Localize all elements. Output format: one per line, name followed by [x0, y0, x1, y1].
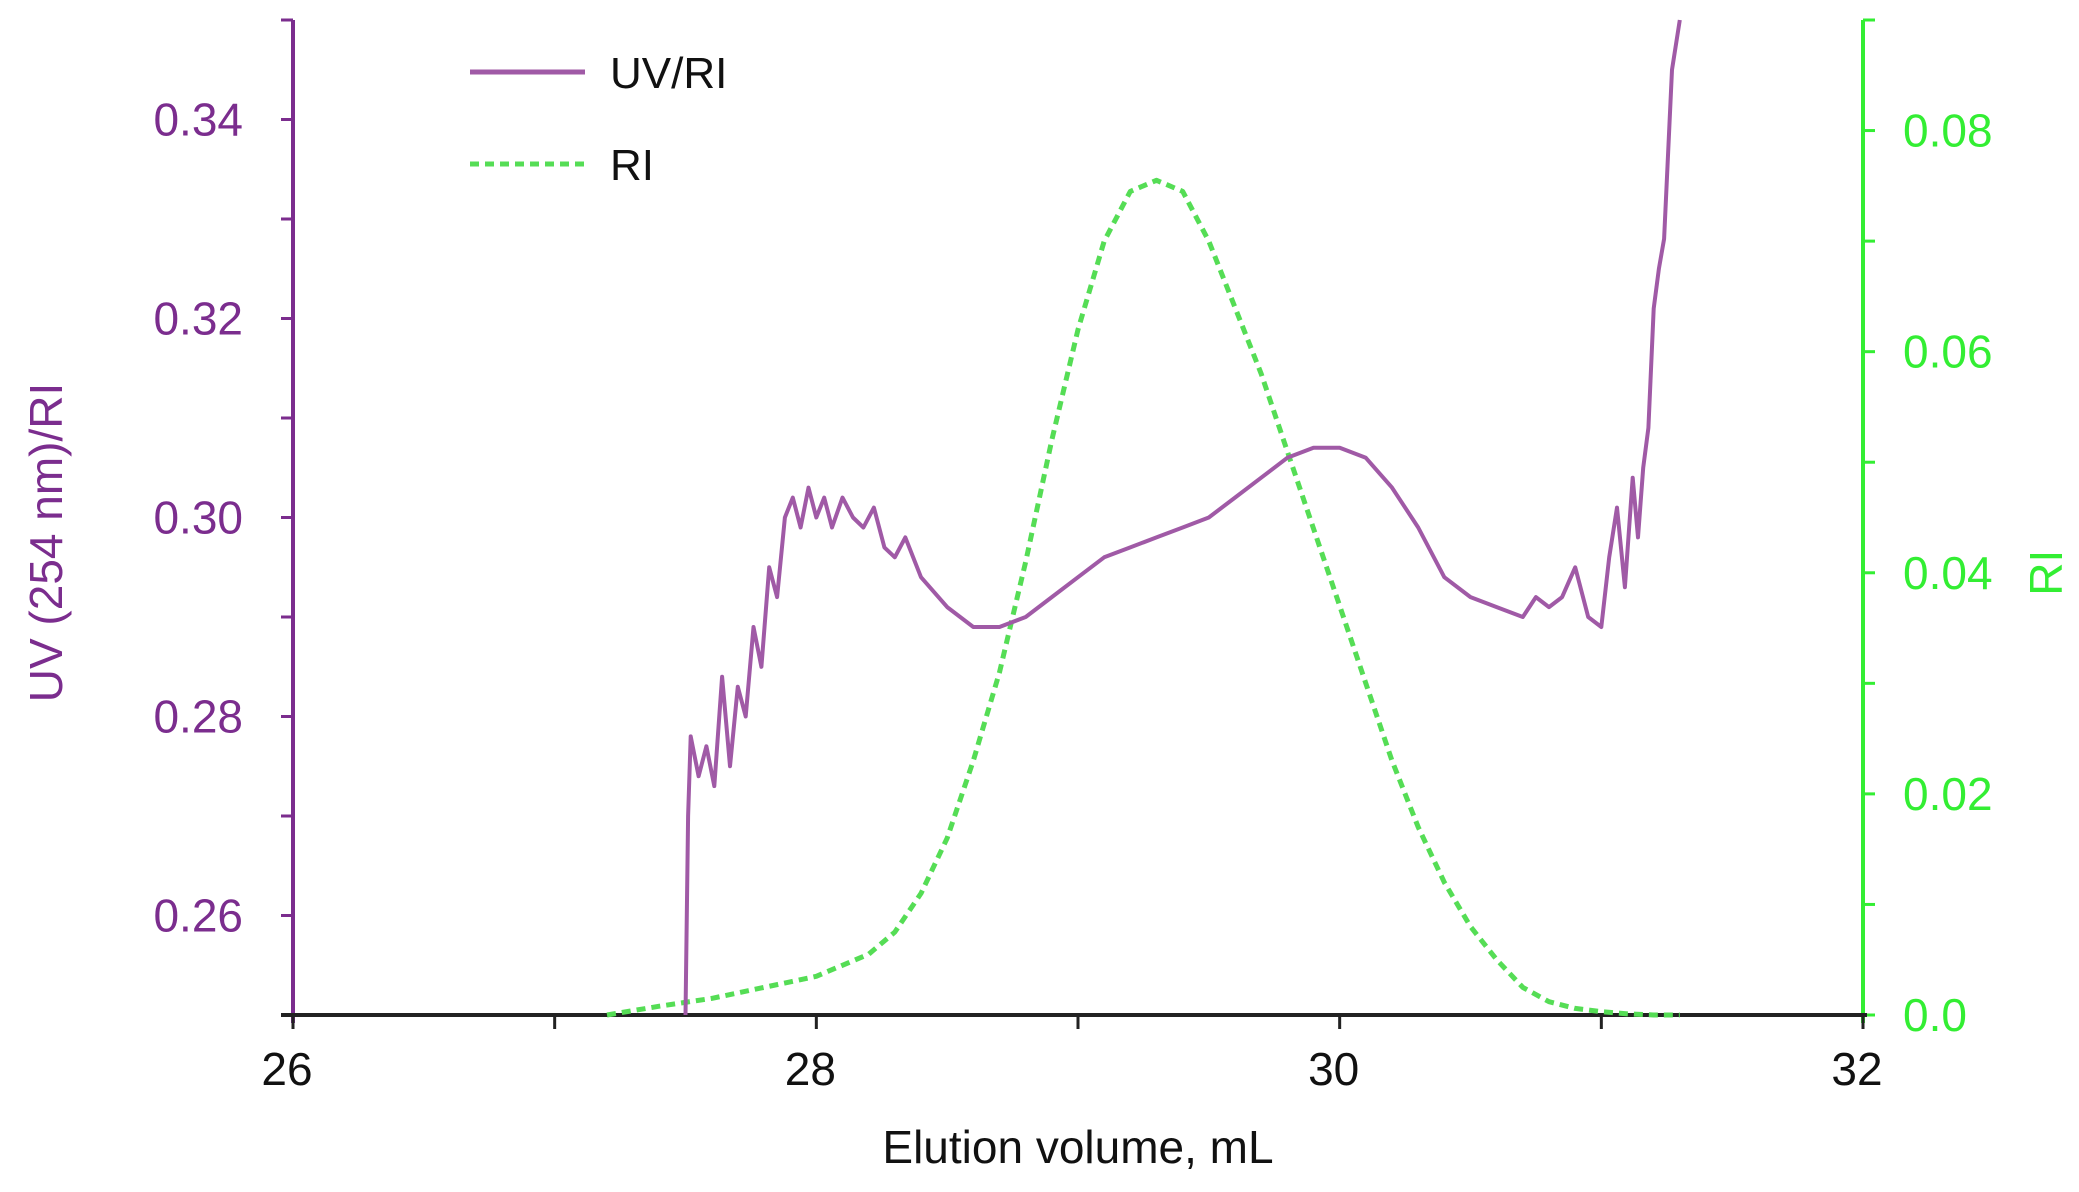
x-axis-tick-label-1: 28 [785, 1043, 836, 1095]
x-axis-tick-label-0: 26 [261, 1043, 312, 1095]
legend-ri-label: RI [610, 141, 654, 190]
series-layer [606, 19, 1682, 1018]
right-axis-tick-label-1: 0.02 [1903, 768, 1993, 820]
legend: UV/RI RI [470, 49, 727, 190]
left-axis-tick-label-1: 0.28 [153, 691, 243, 743]
right-axis-tick-label-3: 0.06 [1903, 326, 1993, 378]
right-axis-tick-label-2: 0.04 [1903, 547, 1993, 599]
uv-ri-series-line [683, 19, 1682, 1016]
legend-uv-ri-label: UV/RI [610, 49, 727, 98]
right-axis-tick-label-0: 0.0 [1903, 989, 1967, 1041]
left-axis-tick-label-2: 0.30 [153, 492, 243, 544]
right-y-axis-title: RI [2020, 550, 2072, 596]
x-axis-tick-label-2: 30 [1308, 1043, 1359, 1095]
ri-series-line [606, 177, 1680, 1018]
left-axis-tick-label-3: 0.32 [153, 293, 243, 345]
left-axis-tick-label-0: 0.26 [153, 890, 243, 942]
right-y-axis: 0.0 0.02 0.04 0.06 0.08 [1861, 18, 1993, 1041]
left-y-axis-title: UV (254 nm)/RI [20, 383, 72, 703]
x-axis-title: Elution volume, mL [882, 1121, 1273, 1173]
x-axis-tick-label-3: 32 [1831, 1043, 1882, 1095]
left-axis-tick-label-4: 0.34 [153, 94, 243, 146]
x-axis: 26 28 30 32 [261, 1013, 1883, 1095]
right-axis-tick-label-4: 0.08 [1903, 105, 1993, 157]
left-y-axis: 0.26 0.28 0.30 0.32 0.34 [153, 18, 295, 1023]
